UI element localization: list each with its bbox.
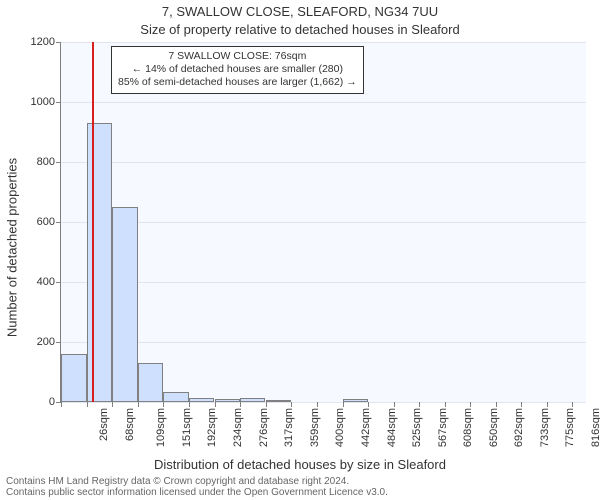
xtick-mark bbox=[419, 402, 420, 407]
xtick-label: 151sqm bbox=[181, 408, 193, 447]
xtick-label: 68sqm bbox=[124, 408, 136, 441]
xtick-mark bbox=[215, 402, 216, 407]
xtick-mark bbox=[445, 402, 446, 407]
xtick-mark bbox=[291, 402, 292, 407]
xtick-label: 442sqm bbox=[360, 408, 372, 447]
xtick-mark bbox=[61, 402, 62, 407]
xtick-label: 192sqm bbox=[206, 408, 218, 447]
xtick-mark bbox=[138, 402, 139, 407]
xtick-label: 608sqm bbox=[462, 408, 474, 447]
gridline-h bbox=[61, 42, 586, 43]
xtick-label: 234sqm bbox=[232, 408, 244, 447]
ytick-mark bbox=[56, 342, 61, 343]
xtick-mark bbox=[394, 402, 395, 407]
y-axis-label: Number of detached properties bbox=[5, 8, 20, 488]
xtick-mark bbox=[572, 402, 573, 407]
ytick-label: 1000 bbox=[31, 96, 55, 108]
property-marker-line bbox=[92, 42, 94, 402]
histogram-bar bbox=[61, 354, 87, 402]
ytick-label: 0 bbox=[49, 396, 55, 408]
xtick-label: 816sqm bbox=[590, 408, 600, 447]
histogram-bar bbox=[343, 399, 369, 402]
histogram-bar bbox=[215, 399, 241, 402]
xtick-label: 26sqm bbox=[98, 408, 110, 441]
xtick-mark bbox=[496, 402, 497, 407]
gridline-h bbox=[61, 222, 586, 223]
histogram-bar bbox=[240, 398, 266, 402]
xtick-label: 650sqm bbox=[488, 408, 500, 447]
xtick-label: 276sqm bbox=[258, 408, 270, 447]
chart-subtitle: Size of property relative to detached ho… bbox=[0, 22, 600, 37]
histogram-bar bbox=[138, 363, 164, 402]
infobox-line1: 7 SWALLOW CLOSE: 76sqm bbox=[118, 50, 357, 63]
xtick-label: 692sqm bbox=[514, 408, 526, 447]
footer-line2: Contains public sector information licen… bbox=[6, 487, 594, 498]
infobox-line3: 85% of semi-detached houses are larger (… bbox=[118, 76, 357, 89]
ytick-mark bbox=[56, 282, 61, 283]
xtick-label: 109sqm bbox=[155, 408, 167, 447]
xtick-mark bbox=[521, 402, 522, 407]
xtick-label: 567sqm bbox=[437, 408, 449, 447]
xtick-mark bbox=[547, 402, 548, 407]
gridline-h bbox=[61, 102, 586, 103]
gridline-h bbox=[61, 162, 586, 163]
histogram-bar bbox=[189, 398, 215, 403]
xtick-label: 733sqm bbox=[539, 408, 551, 447]
plot-area: 7 SWALLOW CLOSE: 76sqm ← 14% of detached… bbox=[60, 42, 586, 403]
xtick-mark bbox=[368, 402, 369, 407]
ytick-label: 800 bbox=[37, 156, 55, 168]
ytick-mark bbox=[56, 162, 61, 163]
attribution-footer: Contains HM Land Registry data © Crown c… bbox=[6, 476, 594, 498]
histogram-bar bbox=[163, 392, 189, 403]
xtick-mark bbox=[470, 402, 471, 407]
gridline-h bbox=[61, 282, 586, 283]
ytick-label: 1200 bbox=[31, 36, 55, 48]
ytick-label: 600 bbox=[37, 216, 55, 228]
ytick-mark bbox=[56, 42, 61, 43]
xtick-label: 525sqm bbox=[411, 408, 423, 447]
gridline-h bbox=[61, 342, 586, 343]
xtick-label: 359sqm bbox=[309, 408, 321, 447]
marker-info-box: 7 SWALLOW CLOSE: 76sqm ← 14% of detached… bbox=[111, 46, 364, 94]
ytick-mark bbox=[56, 102, 61, 103]
footer-line1: Contains HM Land Registry data © Crown c… bbox=[6, 476, 594, 487]
page-title: 7, SWALLOW CLOSE, SLEAFORD, NG34 7UU bbox=[0, 4, 600, 19]
xtick-mark bbox=[189, 402, 190, 407]
xtick-label: 400sqm bbox=[334, 408, 346, 447]
histogram-bar bbox=[112, 207, 138, 402]
gridline-h bbox=[61, 402, 586, 403]
xtick-mark bbox=[240, 402, 241, 407]
chart-root: 7, SWALLOW CLOSE, SLEAFORD, NG34 7UU Siz… bbox=[0, 0, 600, 500]
xtick-label: 317sqm bbox=[283, 408, 295, 447]
histogram-bar bbox=[266, 400, 292, 402]
xtick-mark bbox=[163, 402, 164, 407]
xtick-mark bbox=[112, 402, 113, 407]
xtick-label: 775sqm bbox=[565, 408, 577, 447]
ytick-mark bbox=[56, 222, 61, 223]
xtick-label: 484sqm bbox=[386, 408, 398, 447]
infobox-line2: ← 14% of detached houses are smaller (28… bbox=[118, 63, 357, 76]
x-axis-label: Distribution of detached houses by size … bbox=[0, 457, 600, 472]
xtick-mark bbox=[266, 402, 267, 407]
xtick-mark bbox=[317, 402, 318, 407]
xtick-mark bbox=[87, 402, 88, 407]
ytick-label: 400 bbox=[37, 276, 55, 288]
ytick-label: 200 bbox=[37, 336, 55, 348]
xtick-mark bbox=[343, 402, 344, 407]
histogram-bar bbox=[87, 123, 113, 402]
